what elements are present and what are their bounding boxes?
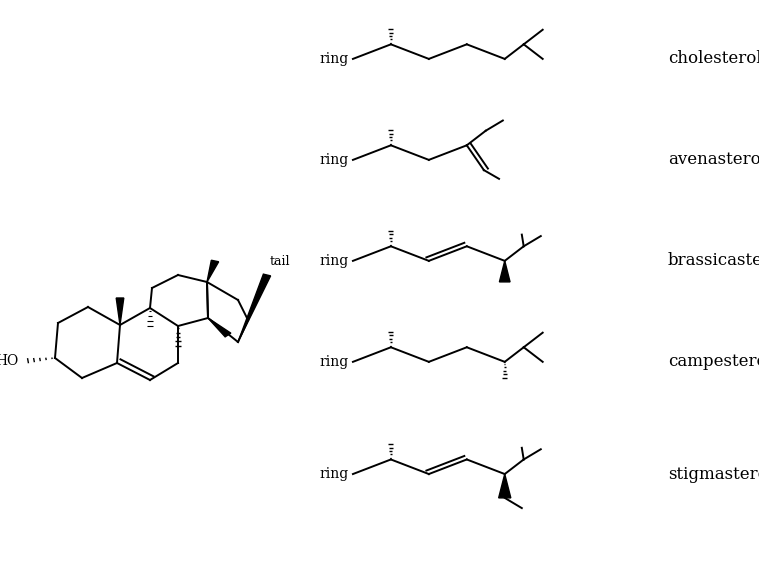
Text: campesterol: campesterol (668, 353, 759, 370)
Text: avenasterol: avenasterol (668, 151, 759, 168)
Polygon shape (238, 274, 271, 342)
Text: stigmasterol: stigmasterol (668, 466, 759, 482)
Polygon shape (208, 318, 231, 337)
Text: ring: ring (320, 355, 349, 369)
Polygon shape (116, 298, 124, 325)
Text: tail: tail (269, 255, 290, 268)
Polygon shape (499, 474, 511, 498)
Text: brassicasterol: brassicasterol (668, 252, 759, 269)
Polygon shape (499, 261, 510, 282)
Text: ring: ring (320, 52, 349, 66)
Text: HO: HO (0, 354, 19, 368)
Text: ring: ring (320, 153, 349, 167)
Polygon shape (207, 260, 219, 282)
Text: cholesterol: cholesterol (668, 50, 759, 67)
Text: ring: ring (320, 254, 349, 268)
Text: ring: ring (320, 467, 349, 481)
